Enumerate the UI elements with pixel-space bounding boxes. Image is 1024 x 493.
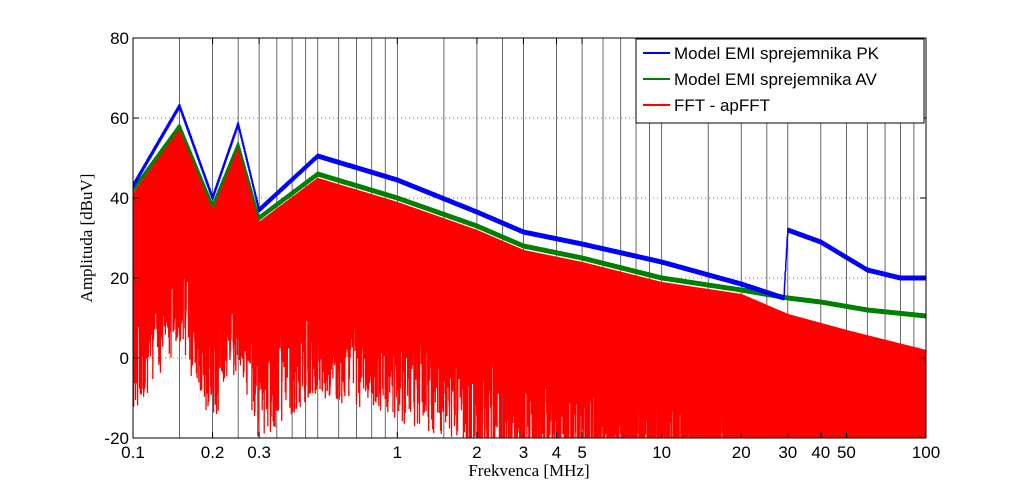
x-tick-label: 2 (472, 443, 481, 462)
x-tick-label: 4 (552, 443, 561, 462)
series-line-model-av (133, 123, 926, 319)
plot-frame (132, 37, 927, 439)
y-tick-label: 20 (110, 269, 129, 288)
y-tick-label: 40 (110, 189, 129, 208)
x-tick-label: 50 (837, 443, 856, 462)
x-tick-label: 3 (519, 443, 528, 462)
x-axis-title: Frekvenca [MHz] (468, 461, 589, 480)
y-tick-label: 60 (110, 109, 129, 128)
x-tick-label: 30 (778, 443, 797, 462)
legend-box (635, 38, 925, 124)
tick-labels: 0.1 0.2 0.3 1 2 3 4 5 10 20 30 40 50 100 -20 0 20 40 60 80 (104, 29, 940, 462)
series-line-fft-apfft (133, 128, 926, 438)
legend-label: Model EMI sprejemnika AV (674, 70, 877, 89)
legend: Model EMI sprejemnika PK Model EMI spreje… (635, 38, 925, 124)
y-tick-label: 80 (110, 29, 129, 48)
x-tick-label: 40 (811, 443, 830, 462)
y-tick-label: -20 (104, 429, 129, 448)
x-tick-label: 0.2 (201, 443, 225, 462)
legend-label: FFT - apFFT (674, 96, 770, 115)
x-tick-label: 100 (912, 443, 940, 462)
legend-label: Model EMI sprejemnika PK (674, 44, 880, 63)
series-line-model-pk (133, 104, 926, 301)
series-layer (133, 104, 926, 438)
y-tick-label: 0 (120, 349, 129, 368)
y-axis-title: Amplituda [dBuV] (77, 174, 96, 303)
x-tick-label: 1 (393, 443, 402, 462)
x-tick-label: 0.1 (121, 443, 145, 462)
x-tick-label: 10 (652, 443, 671, 462)
x-tick-label: 0.3 (247, 443, 271, 462)
x-tick-label: 5 (577, 443, 586, 462)
x-tick-label: 20 (732, 443, 751, 462)
